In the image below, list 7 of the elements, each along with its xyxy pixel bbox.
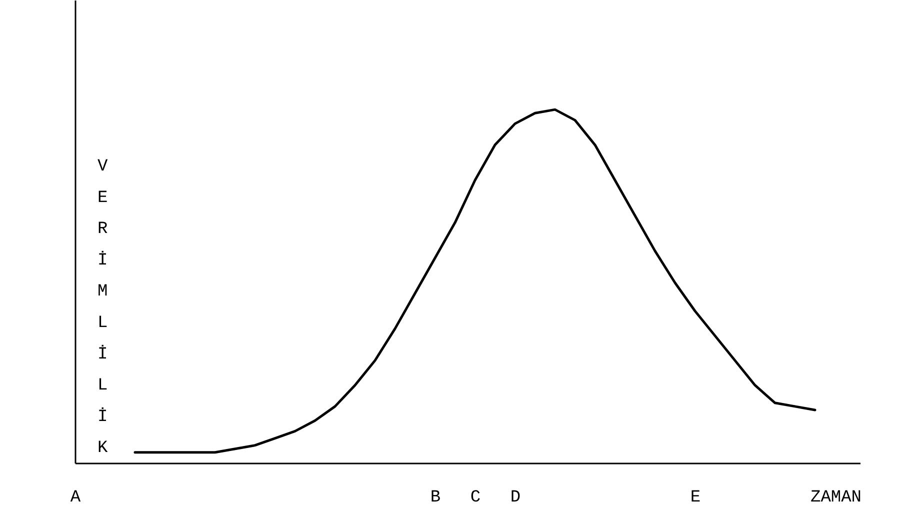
x-tick-label: B	[430, 488, 441, 508]
x-tick-label: A	[70, 488, 82, 508]
x-tick-label: C	[470, 488, 481, 508]
x-tick-label: E	[690, 488, 701, 508]
x-axis-title: ZAMAN	[810, 488, 862, 508]
text: VERİMLİLİK	[98, 158, 108, 458]
x-tick-label: D	[510, 488, 521, 508]
